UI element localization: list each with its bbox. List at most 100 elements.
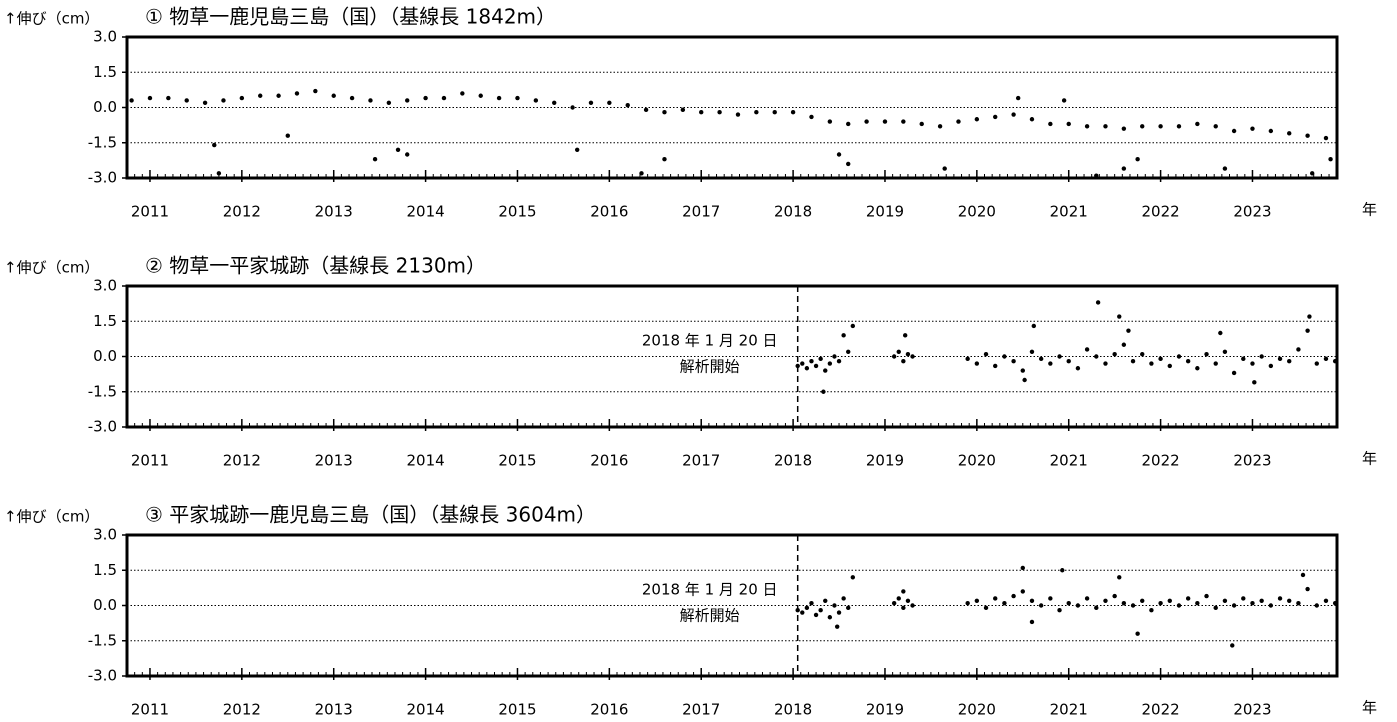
point bbox=[331, 93, 336, 98]
point bbox=[1061, 98, 1067, 103]
point bbox=[809, 359, 814, 364]
x-tick-label: 2021 bbox=[1050, 203, 1088, 221]
y-axis-label: ↑伸び（cm） bbox=[4, 10, 99, 28]
point bbox=[1038, 356, 1044, 362]
x-tick-label: 2015 bbox=[498, 452, 536, 470]
point bbox=[1185, 596, 1191, 601]
point bbox=[1103, 361, 1108, 366]
x-tick-label: 2014 bbox=[407, 452, 445, 470]
x-tick-label: 2011 bbox=[131, 701, 169, 719]
x-tick-label: 2013 bbox=[315, 701, 353, 719]
point bbox=[891, 354, 897, 359]
point bbox=[212, 142, 217, 148]
point bbox=[795, 363, 800, 369]
point bbox=[836, 610, 842, 615]
point bbox=[1121, 126, 1127, 131]
point bbox=[1176, 603, 1182, 608]
x-tick-label: 2020 bbox=[958, 203, 996, 221]
x-tick-label: 2012 bbox=[223, 203, 261, 221]
point bbox=[239, 95, 245, 101]
point bbox=[1222, 349, 1228, 354]
point bbox=[1241, 356, 1246, 362]
point bbox=[1135, 631, 1140, 636]
x-axis-label: 年 bbox=[1362, 699, 1377, 717]
point bbox=[983, 351, 989, 357]
point bbox=[905, 598, 911, 603]
point bbox=[1287, 131, 1292, 136]
point bbox=[221, 98, 226, 103]
point bbox=[1305, 133, 1310, 138]
point bbox=[552, 100, 557, 106]
point bbox=[533, 98, 539, 103]
point bbox=[823, 368, 828, 373]
y-tick-label: 0.0 bbox=[93, 596, 117, 614]
point bbox=[147, 95, 153, 101]
point bbox=[1167, 598, 1172, 603]
point bbox=[910, 354, 915, 359]
point bbox=[1259, 354, 1264, 359]
point bbox=[1195, 600, 1200, 606]
x-tick-label: 2019 bbox=[866, 203, 904, 221]
x-tick-label: 2018 bbox=[774, 701, 812, 719]
point bbox=[1314, 361, 1319, 366]
x-tick-label: 2015 bbox=[498, 701, 536, 719]
point bbox=[754, 110, 759, 115]
point bbox=[1231, 128, 1237, 134]
point bbox=[974, 117, 980, 122]
point bbox=[1204, 351, 1209, 357]
point bbox=[1309, 171, 1315, 176]
point bbox=[1158, 356, 1163, 362]
x-tick-label: 2014 bbox=[407, 701, 445, 719]
y-tick-label: 1.5 bbox=[93, 312, 117, 330]
point bbox=[1314, 603, 1319, 608]
y-tick-label: -1.5 bbox=[88, 133, 117, 151]
point bbox=[993, 363, 998, 369]
point bbox=[1121, 166, 1127, 171]
point bbox=[1158, 600, 1163, 606]
point bbox=[699, 110, 704, 115]
point bbox=[1020, 565, 1025, 571]
point bbox=[372, 157, 378, 162]
y-tick-label: -3.0 bbox=[88, 418, 117, 436]
point bbox=[515, 95, 520, 101]
point bbox=[1167, 363, 1172, 369]
point bbox=[983, 605, 989, 611]
point bbox=[216, 171, 222, 176]
point bbox=[827, 361, 833, 366]
x-tick-label: 2017 bbox=[682, 701, 720, 719]
point bbox=[993, 596, 998, 601]
point bbox=[1015, 95, 1021, 101]
point bbox=[1002, 354, 1007, 359]
plot-frame bbox=[125, 35, 1339, 180]
x-tick-label: 2017 bbox=[682, 452, 720, 470]
point bbox=[1029, 619, 1035, 625]
point bbox=[625, 102, 630, 108]
point bbox=[804, 605, 810, 611]
x-axis-label: 年 bbox=[1362, 201, 1377, 219]
point bbox=[441, 95, 447, 101]
point bbox=[965, 600, 970, 606]
point bbox=[184, 98, 189, 103]
x-tick-label: 2011 bbox=[131, 203, 169, 221]
point bbox=[276, 93, 281, 98]
y-axis-label: ↑伸び（cm） bbox=[4, 259, 99, 277]
point bbox=[846, 121, 851, 127]
point bbox=[901, 589, 906, 594]
point bbox=[680, 107, 686, 113]
point bbox=[1231, 370, 1237, 376]
point bbox=[1277, 596, 1283, 601]
point bbox=[901, 605, 906, 611]
point bbox=[974, 361, 980, 366]
point bbox=[896, 349, 901, 354]
point bbox=[1300, 572, 1306, 578]
point bbox=[1057, 354, 1062, 359]
point bbox=[1130, 603, 1136, 608]
point bbox=[1103, 598, 1108, 603]
point bbox=[1268, 363, 1274, 369]
chart-title: ② 物草一平家城跡（基線長 2130m） bbox=[145, 254, 486, 278]
point bbox=[832, 603, 837, 608]
x-tick-label: 2022 bbox=[1142, 203, 1180, 221]
point bbox=[1250, 600, 1255, 606]
y-tick-label: 3.0 bbox=[93, 277, 117, 295]
